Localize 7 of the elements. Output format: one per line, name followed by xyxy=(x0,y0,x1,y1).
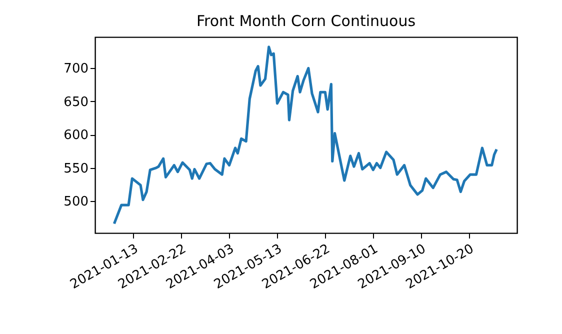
y-tick-label: 600 xyxy=(64,128,88,144)
chart-title: Front Month Corn Continuous xyxy=(196,12,416,30)
line-series xyxy=(112,46,498,225)
y-tick-label: 650 xyxy=(64,94,88,110)
y-tick-label: 500 xyxy=(64,194,88,210)
y-tick-label: 700 xyxy=(64,62,88,77)
y-tick-label: 550 xyxy=(64,161,88,176)
